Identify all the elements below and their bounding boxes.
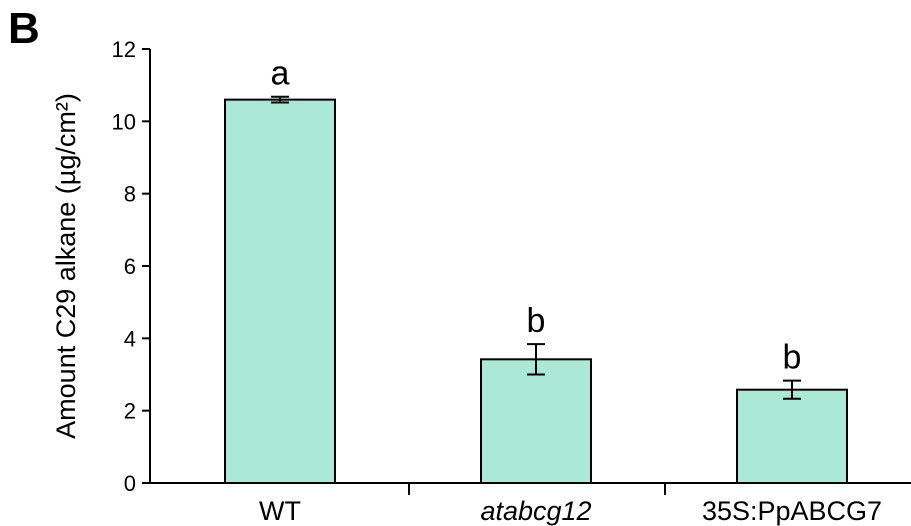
bar [480,358,592,484]
category-label: WT [259,496,301,526]
y-tick-label: 10 [112,109,136,134]
bar [736,388,848,484]
y-tick-label: 8 [124,182,136,207]
bar [224,98,336,484]
significance-letter: b [527,302,546,340]
y-tick-label: 2 [124,399,136,424]
bars [224,95,848,484]
y-tick-label: 4 [124,326,136,351]
y-axis-title: Amount C29 alkane (µg/cm²) [51,93,81,439]
significance-letter: b [783,339,802,377]
category-label: atabcg12 [480,496,591,526]
significance-letter: a [271,55,290,93]
category-label: 35S:PpABCG7 [702,496,882,526]
labels: 0 2 4 6 8 10 12 Amount C29 alkane (µg/cm²) a WT b a… [51,37,882,526]
y-tick-label: 0 [124,471,136,496]
y-tick-label: 12 [112,37,136,62]
y-tick-label: 6 [124,254,136,279]
panel-label: B [8,4,40,53]
